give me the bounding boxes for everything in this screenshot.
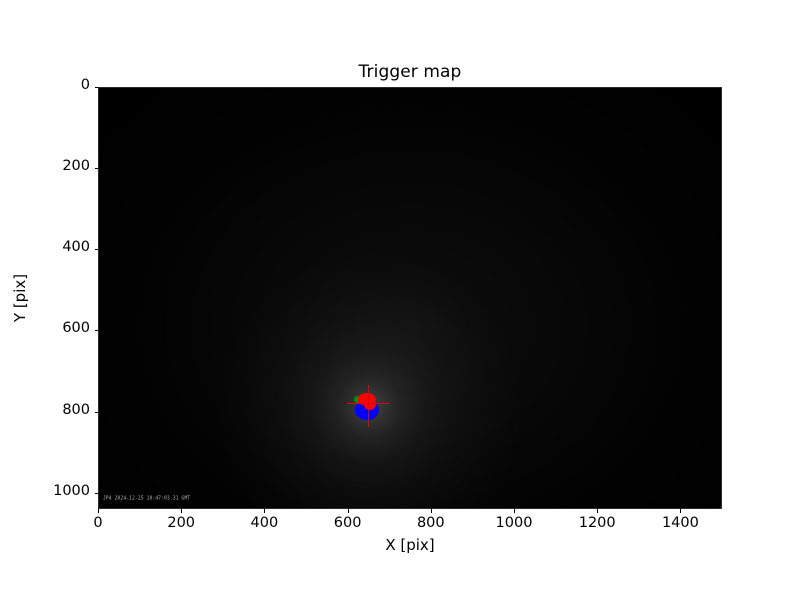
- x-tick-mark: [514, 509, 515, 513]
- y-tick-mark: [94, 87, 98, 88]
- x-tick-label: 400: [250, 515, 279, 531]
- x-axis-label: X [pix]: [385, 536, 435, 554]
- y-tick-label: 1000: [53, 482, 90, 499]
- x-tick-mark: [181, 509, 183, 513]
- y-tick-label: 0: [80, 77, 90, 93]
- x-tick-mark: [597, 509, 599, 513]
- y-tick-mark: [94, 492, 98, 494]
- x-tick-label: 0: [93, 515, 103, 531]
- x-tick-label: 200: [167, 515, 196, 531]
- trigger-crosshair-horizontal: [346, 403, 389, 405]
- x-tick-mark: [264, 509, 266, 513]
- x-tick-label: 1200: [578, 515, 616, 531]
- y-tick-mark: [94, 168, 98, 170]
- halo-glow: [99, 88, 721, 508]
- y-tick-mark: [94, 411, 98, 413]
- y-tick-label: 200: [62, 158, 90, 175]
- y-tick-label: 600: [62, 320, 90, 337]
- x-tick-label: 1400: [661, 515, 699, 531]
- x-tick-mark: [98, 509, 99, 513]
- x-tick-mark: [347, 509, 349, 513]
- x-tick-mark: [680, 509, 682, 513]
- plot-axes-area[interactable]: JP4 2024-12-25 10:47:03.31 GMT: [98, 87, 722, 509]
- y-tick-label: 400: [62, 239, 90, 256]
- trigger-crosshair-vertical: [367, 385, 369, 428]
- x-tick-label: 800: [416, 515, 445, 531]
- x-tick-mark: [430, 509, 432, 513]
- trigger-pixels-red-core: [363, 399, 376, 411]
- burned-in-timestamp: JP4 2024-12-25 10:47:03.31 GMT: [103, 496, 191, 502]
- x-tick-label: 600: [333, 515, 362, 531]
- x-tick-label: 1000: [495, 515, 533, 531]
- y-tick-mark: [94, 330, 98, 332]
- y-tick-mark: [94, 249, 98, 251]
- page-title: Trigger map: [358, 62, 462, 82]
- y-tick-label: 800: [62, 401, 90, 418]
- trigger-pixels-green: [353, 396, 361, 404]
- y-axis-label-text: Y [pix]: [11, 273, 29, 323]
